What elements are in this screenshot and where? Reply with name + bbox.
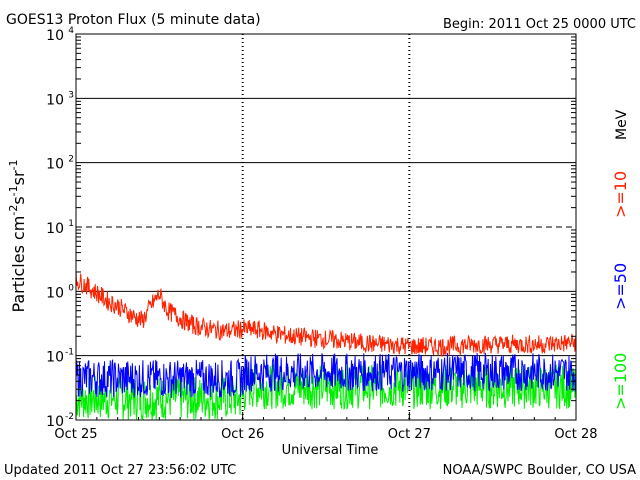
y-tick-label: 10 bbox=[46, 350, 64, 366]
y-tick-label: 10 bbox=[46, 285, 64, 301]
y-tick-label: 10 bbox=[46, 221, 64, 237]
series-line bbox=[75, 271, 577, 358]
y-axis-label-exp2: -1 bbox=[7, 185, 20, 196]
x-tick-label: Oct 28 bbox=[554, 427, 597, 442]
y-tick-label: 10 bbox=[46, 92, 64, 108]
legend-entry: >=50 bbox=[611, 263, 630, 310]
y-tick-label: 10 bbox=[46, 28, 64, 44]
x-tick-label: Oct 27 bbox=[388, 427, 431, 442]
series-layer bbox=[75, 271, 577, 421]
y-tick-exponent: 4 bbox=[68, 26, 74, 36]
source-credit: NOAA/SWPC Boulder, CO USA bbox=[443, 463, 636, 478]
legend-entry: >=100 bbox=[611, 353, 630, 410]
y-axis-label-sr: sr bbox=[9, 170, 28, 185]
y-axis-label-s: s bbox=[9, 196, 28, 204]
series-line bbox=[75, 352, 577, 398]
y-tick-exponent: 0 bbox=[68, 283, 74, 293]
axes bbox=[75, 33, 577, 421]
updated-time: Updated 2011 Oct 27 23:56:02 UTC bbox=[4, 463, 236, 478]
y-tick-exponent: 2 bbox=[68, 155, 74, 165]
y-axis-label: Particles cm-2s-1sr-1 bbox=[7, 159, 28, 312]
x-axis-label: Universal Time bbox=[282, 443, 379, 458]
x-tick-label: Oct 25 bbox=[54, 427, 97, 442]
grid-lines bbox=[76, 34, 576, 420]
y-tick-exponent: 1 bbox=[68, 219, 74, 229]
chart-title: GOES13 Proton Flux (5 minute data) bbox=[6, 12, 261, 28]
legend: >=100 >=50 >=10 MeV bbox=[611, 109, 630, 410]
y-axis-label-exp1: -2 bbox=[7, 205, 20, 216]
begin-time: Begin: 2011 Oct 25 0000 UTC bbox=[443, 17, 636, 32]
y-tick-label: 10 bbox=[46, 414, 64, 430]
y-tick-label: 10 bbox=[46, 157, 64, 173]
x-tick-label: Oct 26 bbox=[221, 427, 264, 442]
legend-entry: >=10 bbox=[611, 171, 630, 218]
legend-unit: MeV bbox=[614, 109, 630, 140]
y-axis-label-exp3: -1 bbox=[7, 159, 20, 170]
y-tick-exponent: -1 bbox=[65, 348, 74, 358]
y-axis-label-main: Particles cm bbox=[9, 216, 28, 313]
y-tick-exponent: -2 bbox=[65, 412, 74, 422]
x-tick-labels: Oct 25 Oct 26 Oct 27 Oct 28 bbox=[54, 427, 597, 442]
y-tick-exponent: 3 bbox=[68, 90, 74, 100]
